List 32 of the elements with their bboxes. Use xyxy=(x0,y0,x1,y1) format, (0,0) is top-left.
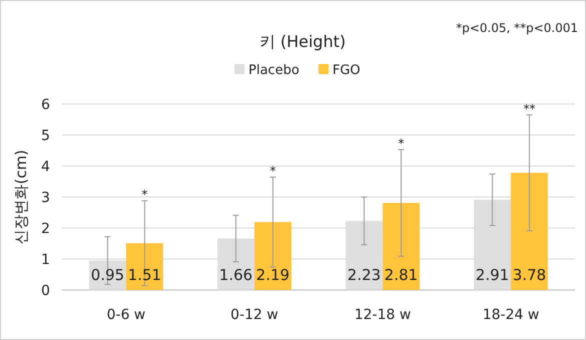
x-tick-label: 18-24 w xyxy=(482,307,540,323)
annotation: * xyxy=(398,136,404,151)
annotation: * xyxy=(270,164,276,178)
data-label: 1.51 xyxy=(128,266,162,284)
legend-label: Placebo xyxy=(248,63,300,78)
data-label: 2.81 xyxy=(384,266,418,284)
y-axis-title: 신장변화(cm) xyxy=(12,150,30,244)
text: *p<0.05, **p<0.001 xyxy=(456,21,578,35)
bar xyxy=(382,202,420,290)
data-label: 3.78 xyxy=(512,266,546,284)
y-tick-label: 3 xyxy=(41,190,50,206)
y-tick-label: 0 xyxy=(41,283,50,299)
bar xyxy=(510,172,548,290)
chart-title: 키 (Height) xyxy=(259,32,346,51)
y-tick-label: 5 xyxy=(41,128,50,144)
data-label: 2.23 xyxy=(347,266,381,284)
data-label: 0.95 xyxy=(90,266,124,284)
data-label: 2.19 xyxy=(256,266,290,284)
bar xyxy=(126,243,164,290)
annotation: * xyxy=(142,188,148,202)
bar xyxy=(254,222,292,290)
x-tick-label: 0-12 w xyxy=(230,307,278,323)
x-tick-label: 0-6 w xyxy=(106,307,146,323)
y-tick-label: 6 xyxy=(41,97,50,113)
y-tick-label: 2 xyxy=(41,221,50,237)
x-tick-label: 12-18 w xyxy=(354,307,411,323)
legend-label: FGO xyxy=(332,63,360,78)
data-label: 1.66 xyxy=(219,266,253,284)
y-tick-label: 1 xyxy=(41,252,50,268)
annotation: ** xyxy=(523,102,536,116)
data-label: 2.91 xyxy=(476,266,510,284)
y-tick-label: 4 xyxy=(41,159,50,175)
